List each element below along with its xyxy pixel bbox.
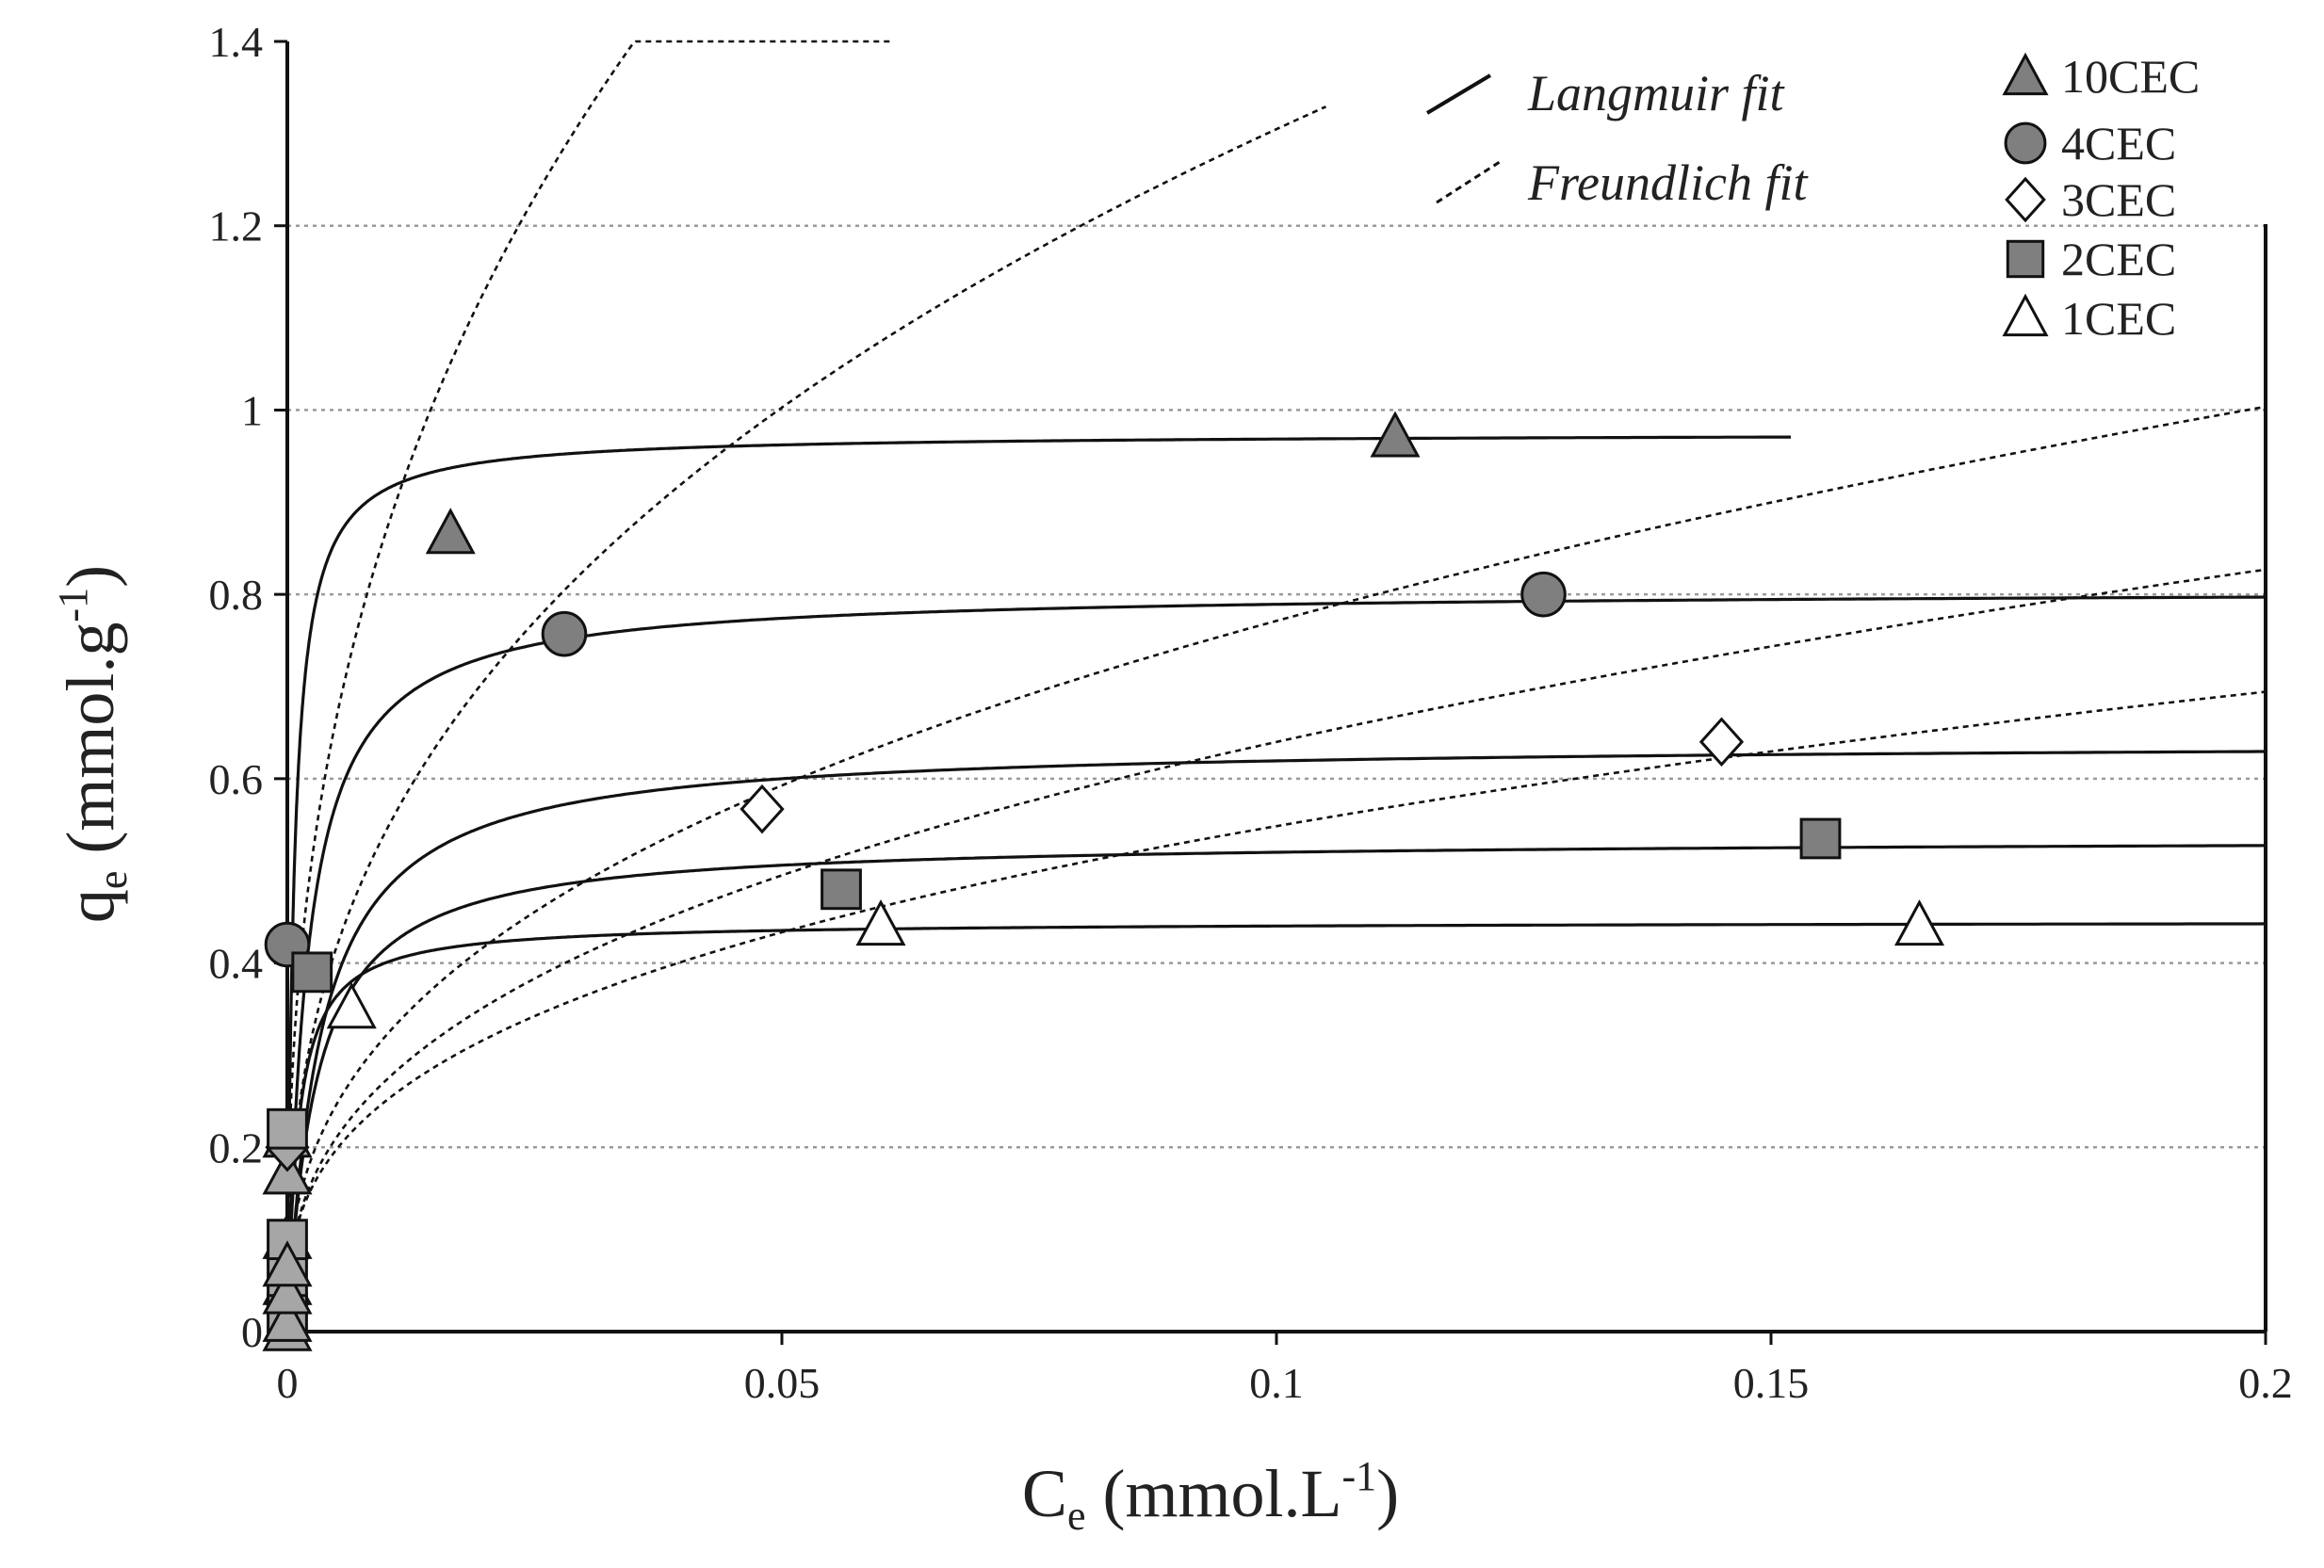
data-point-4cec [1520,571,1567,618]
x-tick-label: 0.15 [1733,1359,1810,1407]
langmuir-curve-4cec [285,595,2267,1332]
data-point-10cec [1370,411,1421,458]
x-tick-label: 0.05 [744,1359,821,1407]
legend-marker-10cec [2002,52,2049,96]
langmuir-curve-3cec [285,750,2266,1332]
data-point-10cec [262,1148,313,1195]
tick-labels: 0 0.2 0.4 0.6 0.8 1 1.2 1.4 0 0.05 0.1 0.15 0.2 [209,18,2293,1407]
x-tick-label: 0 [277,1359,299,1407]
legend-label-10cec: 10CEC [2061,50,2200,103]
fit-legend: Langmuir fit Freundlich fit [1425,65,1809,211]
data-point-2cec [291,951,333,994]
langmuir-curve-10cec [285,435,1791,1332]
freundlich-curve-2cec [287,568,2267,1273]
legend-marker-3cec [2005,176,2046,223]
y-tick-label: 0.6 [209,755,264,803]
legend-label-3cec: 3CEC [2061,173,2176,226]
y-tick-label: 1.4 [209,18,264,66]
data-markers [262,411,1945,1351]
data-point-1cec [326,982,377,1029]
data-point-2cec [821,868,862,911]
data-point-2cec [1799,817,1842,860]
data-point-1cec [262,1268,313,1315]
y-axis-title: qe (mmol.g-1) [50,565,136,923]
legend-label-4cec: 4CEC [2061,117,2176,170]
legend-marker-2cec [2006,239,2045,279]
langmuir-curve-2cec [285,844,2267,1332]
legend-marker-1cec [2002,293,2049,337]
langmuir-legend-line [1425,73,1492,115]
y-tick-label: 1 [241,386,263,434]
legend-label-2cec: 2CEC [2061,233,2176,285]
y-tick-label: 1.2 [209,202,264,251]
x-tick-label: 0.2 [2238,1359,2293,1407]
series-legend: 10CEC 4CEC 3CEC 2CEC 1CEC [2002,50,2200,345]
freundlich-legend-line [1436,158,1503,204]
data-point-1cec [262,1240,313,1287]
data-point-3cec [739,784,785,834]
freundlich-curve-1cec [287,690,2267,1271]
legend-marker-4cec [2004,121,2047,165]
x-tick-label: 0.1 [1249,1359,1304,1407]
y-tick-label: 0.4 [209,940,264,988]
langmuir-curve-1cec [285,922,2267,1332]
freundlich-curve-4cec [287,105,1327,1219]
data-point-10cec [425,508,476,555]
data-point-4cec [541,610,588,657]
data-point-2cec [267,1107,308,1150]
freundlich-legend-label: Freundlich fit [1527,154,1809,211]
data-point-3cec [1698,717,1745,767]
langmuir-legend-label: Langmuir fit [1527,65,1786,121]
data-point-1cec [262,1295,313,1342]
y-tick-label: 0 [241,1308,263,1356]
y-tick-label: 0.2 [209,1123,264,1172]
y-tick-label: 0.8 [209,571,264,619]
data-point-1cec [855,899,906,946]
freundlich-curve-10cec [287,40,891,1151]
gridlines [287,224,2266,1149]
data-point-1cec [1893,899,1945,946]
legend-label-1cec: 1CEC [2061,292,2176,345]
fit-curves [285,40,2267,1332]
x-axis-title: Ce (mmol.L-1) [1022,1453,1399,1539]
